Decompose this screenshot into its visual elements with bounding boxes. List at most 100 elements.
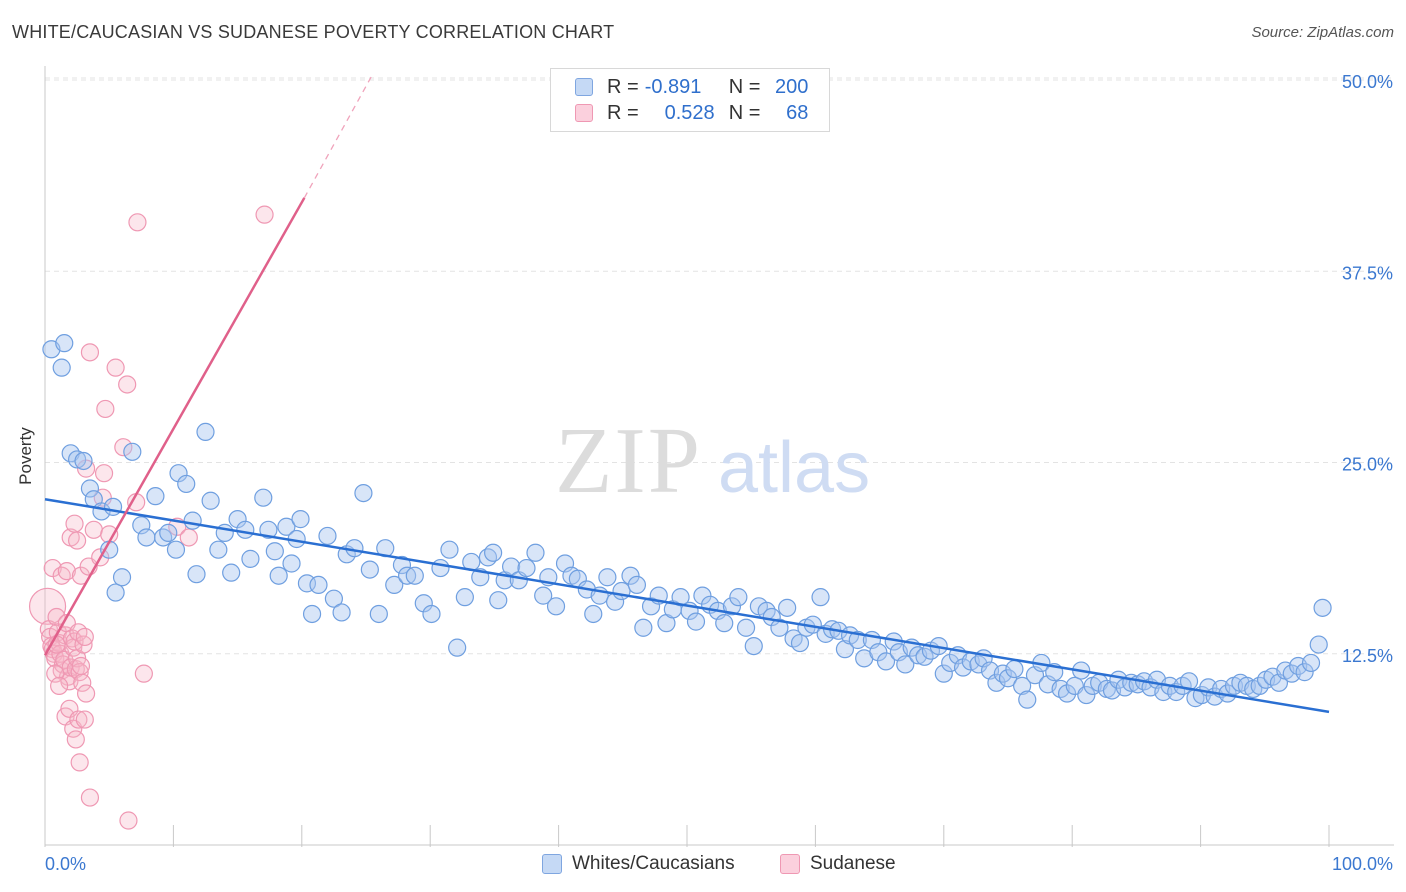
- whites-point: [209, 540, 228, 559]
- y-tick-label: 37.5%: [1342, 263, 1393, 283]
- whites-point: [187, 565, 206, 584]
- whites-point: [455, 588, 474, 607]
- whites-point: [440, 540, 459, 559]
- whites-point: [501, 557, 521, 576]
- whites-point: [123, 442, 142, 461]
- sudanese-point: [93, 488, 112, 507]
- legend-swatch-blue: [575, 78, 593, 96]
- sudanese-point: [134, 664, 153, 683]
- legend-box: R = -0.891 N = 200 R = 0.528 N = 68: [550, 68, 830, 132]
- watermark-zip: ZIP: [555, 409, 702, 513]
- sudanese-point: [96, 399, 115, 419]
- whites-point: [282, 554, 301, 573]
- watermark-atlas: atlas: [718, 428, 870, 508]
- legend-r-value: 0.528: [664, 101, 715, 124]
- bottom-legend-whites[interactable]: Whites/Caucasians: [542, 852, 735, 876]
- bottom-legend-sudanese[interactable]: Sudanese: [780, 852, 896, 876]
- x-tick-label-max: 100.0%: [1332, 854, 1393, 874]
- whites-point: [345, 539, 364, 558]
- sudanese-point: [50, 676, 69, 695]
- tick-labels: 12.5% 25.0% 37.5% 50.0% 0.0% 100.0%: [45, 72, 1393, 874]
- sudanese-point: [70, 663, 89, 682]
- bottom-legend-swatch-blue: [542, 854, 562, 874]
- sudanese-point: [73, 673, 92, 692]
- whites-points: [42, 334, 1332, 709]
- whites-point: [598, 568, 617, 587]
- legend-r-label: R =: [607, 101, 639, 124]
- sudanese-point: [118, 375, 137, 394]
- whites-point: [369, 604, 388, 624]
- whites-point: [517, 558, 536, 578]
- legend-swatch-pink: [575, 104, 593, 122]
- sudanese-point: [57, 562, 76, 581]
- axes: [44, 66, 1394, 847]
- whites-point: [1013, 676, 1032, 695]
- legend-n-label: N =: [728, 101, 761, 124]
- sudanese-point: [70, 753, 89, 772]
- whites-point: [277, 517, 296, 536]
- whites-point: [534, 586, 553, 605]
- whites-point: [146, 487, 165, 506]
- whites-point: [729, 588, 748, 607]
- whites-point: [103, 497, 123, 516]
- chart-title: WHITE/CAUCASIAN VS SUDANESE POVERTY CORR…: [12, 22, 615, 42]
- whites-point: [896, 655, 915, 674]
- whites-point: [254, 488, 273, 507]
- whites-point: [1005, 659, 1024, 679]
- sudanese-trendline: [43, 197, 306, 656]
- whites-point: [998, 669, 1018, 688]
- sudanese-point: [75, 710, 94, 729]
- whites-point: [297, 574, 317, 593]
- whites-point: [302, 604, 322, 624]
- whites-point: [869, 643, 888, 662]
- watermark: ZIP atlas: [555, 409, 870, 513]
- sudanese-trendline-extension: [303, 76, 372, 199]
- sudanese-points: [28, 205, 274, 830]
- legend-r-value: -0.891: [644, 75, 702, 98]
- whites-point: [784, 629, 803, 648]
- whites-point: [612, 581, 631, 601]
- whites-point: [236, 520, 255, 539]
- whites-point: [392, 555, 412, 575]
- whites-point: [269, 566, 288, 585]
- whites-point: [201, 491, 220, 510]
- whites-point: [1309, 635, 1328, 654]
- whites-point: [67, 450, 87, 469]
- whites-point: [489, 591, 508, 610]
- whites-point: [621, 566, 640, 585]
- whites-point: [778, 598, 797, 617]
- sudanese-point: [94, 464, 114, 483]
- whites-point: [354, 484, 373, 503]
- whites-point: [715, 614, 734, 633]
- whites-point: [55, 334, 74, 353]
- whites-point: [634, 618, 653, 637]
- y-axis-label: Poverty: [16, 427, 35, 485]
- whites-point: [584, 604, 603, 624]
- whites-point: [693, 586, 712, 605]
- whites-point: [360, 560, 379, 579]
- sudanese-point: [28, 587, 67, 625]
- bottom-legend-swatch-pink: [780, 854, 800, 874]
- y-tick-label: 12.5%: [1342, 646, 1393, 666]
- sudanese-point: [106, 358, 125, 377]
- whites-point: [112, 568, 132, 587]
- whites-point: [448, 638, 467, 657]
- whites-point: [811, 588, 830, 607]
- sudanese-point: [69, 710, 88, 729]
- sudanese-point: [119, 811, 138, 830]
- legend-n-label: N =: [728, 75, 761, 98]
- whites-point: [52, 358, 71, 377]
- whites-point: [1077, 685, 1096, 705]
- whites-point: [309, 575, 328, 595]
- x-tick-label-min: 0.0%: [45, 854, 86, 874]
- whites-point: [1295, 663, 1314, 682]
- whites-point: [770, 618, 789, 637]
- sudanese-point: [74, 635, 93, 654]
- whites-point: [987, 673, 1006, 692]
- whites-point: [722, 597, 742, 616]
- whites-point: [106, 583, 125, 602]
- whites-point: [265, 542, 284, 561]
- whites-point: [1313, 598, 1332, 617]
- whites-point: [1057, 684, 1077, 703]
